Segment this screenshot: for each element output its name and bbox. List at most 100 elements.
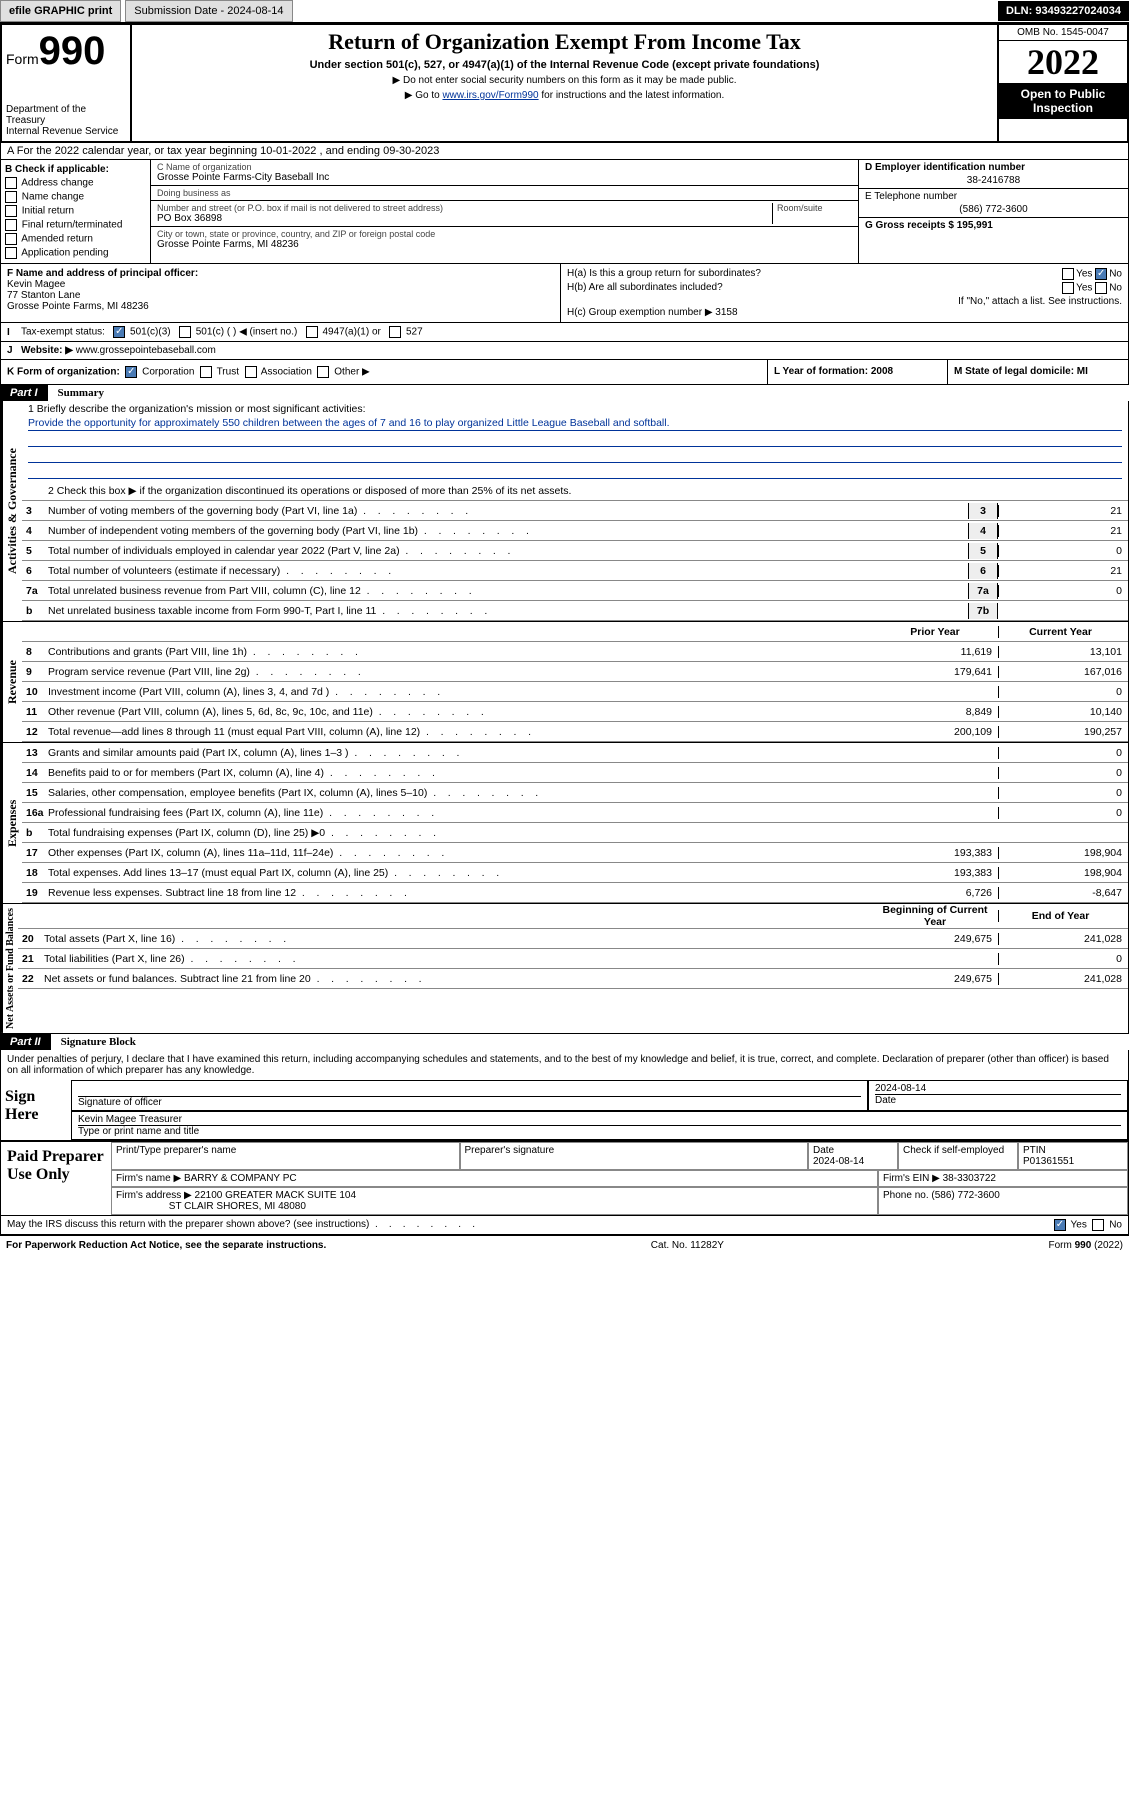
firm-ein-label: Firm's EIN ▶ bbox=[883, 1173, 940, 1184]
footer-right: Form 990 (2022) bbox=[1049, 1240, 1123, 1251]
officer-label: F Name and address of principal officer: bbox=[7, 268, 198, 279]
table-row: 14Benefits paid to or for members (Part … bbox=[22, 763, 1128, 783]
prep-sig-label: Preparer's signature bbox=[465, 1145, 555, 1156]
ha-no-check bbox=[1095, 268, 1107, 280]
sig-officer-label: Signature of officer bbox=[78, 1097, 162, 1108]
501c3-check bbox=[113, 326, 125, 338]
dln: DLN: 93493227024034 bbox=[998, 1, 1129, 21]
vert-governance: Activities & Governance bbox=[1, 401, 22, 621]
efile-label[interactable]: efile GRAPHIC print bbox=[0, 0, 121, 22]
declaration: Under penalties of perjury, I declare th… bbox=[1, 1050, 1128, 1080]
part2-num: Part II bbox=[0, 1034, 51, 1050]
note-link: ▶ Go to www.irs.gov/Form990 for instruct… bbox=[136, 90, 993, 101]
ein: 38-2416788 bbox=[865, 175, 1122, 186]
col-beg: Beginning of Current Year bbox=[878, 904, 998, 928]
col-de: D Employer identification number 38-24167… bbox=[858, 160, 1128, 263]
officer-addr2: Grosse Pointe Farms, MI 48236 bbox=[7, 301, 149, 312]
firm-addr2: ST CLAIR SHORES, MI 48080 bbox=[169, 1201, 306, 1212]
form-word: Form bbox=[6, 51, 39, 67]
part1-num: Part I bbox=[0, 385, 48, 401]
paid-preparer: Paid Preparer Use Only Print/Type prepar… bbox=[0, 1141, 1129, 1216]
opt-app-pending[interactable]: Application pending bbox=[5, 247, 146, 259]
note-ssn: ▶ Do not enter social security numbers o… bbox=[136, 75, 993, 86]
col-f: F Name and address of principal officer:… bbox=[1, 264, 561, 322]
signature-block: Under penalties of perjury, I declare th… bbox=[0, 1050, 1129, 1141]
hb-label: H(b) Are all subordinates included? bbox=[567, 282, 723, 294]
org-name-label: C Name of organization bbox=[157, 162, 852, 172]
table-row: 15Salaries, other compensation, employee… bbox=[22, 783, 1128, 803]
vert-revenue: Revenue bbox=[1, 622, 22, 742]
expenses-block: Expenses 13Grants and similar amounts pa… bbox=[0, 743, 1129, 904]
page-footer: For Paperwork Reduction Act Notice, see … bbox=[0, 1235, 1129, 1255]
table-row: 8Contributions and grants (Part VIII, li… bbox=[22, 642, 1128, 662]
table-row: 3Number of voting members of the governi… bbox=[22, 501, 1128, 521]
may-irs-row: May the IRS discuss this return with the… bbox=[0, 1216, 1129, 1235]
firm-phone-label: Phone no. bbox=[883, 1190, 929, 1201]
ptin: P01361551 bbox=[1023, 1156, 1074, 1167]
ha-label: H(a) Is this a group return for subordin… bbox=[567, 268, 761, 280]
mission-block: 1 Briefly describe the organization's mi… bbox=[22, 401, 1128, 481]
ein-label: D Employer identification number bbox=[865, 162, 1025, 173]
col-b: B Check if applicable: Address change Na… bbox=[1, 160, 151, 263]
table-row: 22Net assets or fund balances. Subtract … bbox=[18, 969, 1128, 989]
form-title: Return of Organization Exempt From Incom… bbox=[136, 29, 993, 55]
omb-number: OMB No. 1545-0047 bbox=[999, 25, 1127, 41]
col-c: C Name of organizationGrosse Pointe Farm… bbox=[151, 160, 858, 263]
name-title-label: Type or print name and title bbox=[78, 1126, 199, 1137]
org-name: Grosse Pointe Farms-City Baseball Inc bbox=[157, 172, 852, 183]
paid-header: Paid Preparer Use Only bbox=[1, 1142, 111, 1215]
gross-receipts: G Gross receipts $ 195,991 bbox=[865, 220, 993, 231]
q1-label: 1 Briefly describe the organization's mi… bbox=[28, 403, 1122, 415]
col-prior: Prior Year bbox=[878, 626, 998, 638]
sign-here: Sign Here bbox=[1, 1080, 71, 1140]
firm-ein: 38-3303722 bbox=[943, 1173, 996, 1184]
table-row: 20Total assets (Part X, line 16)249,6752… bbox=[18, 929, 1128, 949]
table-row: 18Total expenses. Add lines 13–17 (must … bbox=[22, 863, 1128, 883]
opt-address-change[interactable]: Address change bbox=[5, 177, 146, 189]
prep-date: 2024-08-14 bbox=[813, 1156, 864, 1167]
prep-date-label: Date bbox=[813, 1145, 834, 1156]
hb-note: If "No," attach a list. See instructions… bbox=[567, 296, 1122, 307]
phone-label: E Telephone number bbox=[865, 191, 957, 202]
opt-final-return[interactable]: Final return/terminated bbox=[5, 219, 146, 231]
form-org-label: K Form of organization: bbox=[7, 367, 120, 378]
open-inspection: Open to Public Inspection bbox=[999, 83, 1127, 119]
self-emp-label: Check if self-employed bbox=[903, 1145, 1004, 1156]
street-label: Number and street (or P.O. box if mail i… bbox=[157, 203, 772, 213]
sig-date-label: Date bbox=[875, 1095, 896, 1106]
vert-net: Net Assets or Fund Balances bbox=[1, 904, 18, 1033]
opt-name-change[interactable]: Name change bbox=[5, 191, 146, 203]
row-j: J Website: ▶ www.grossepointebaseball.co… bbox=[0, 342, 1129, 360]
governance-block: Activities & Governance 1 Briefly descri… bbox=[0, 401, 1129, 622]
part1-title: Summary bbox=[48, 385, 1129, 401]
table-row: 19Revenue less expenses. Subtract line 1… bbox=[22, 883, 1128, 903]
col-b-header: B Check if applicable: bbox=[5, 164, 146, 175]
top-bar: efile GRAPHIC print Submission Date - 20… bbox=[0, 0, 1129, 23]
table-row: 10Investment income (Part VIII, column (… bbox=[22, 682, 1128, 702]
corp-check bbox=[125, 366, 137, 378]
dba-label: Doing business as bbox=[157, 188, 852, 198]
col-h: H(a) Is this a group return for subordin… bbox=[561, 264, 1128, 322]
table-row: 4Number of independent voting members of… bbox=[22, 521, 1128, 541]
section-fh: F Name and address of principal officer:… bbox=[0, 264, 1129, 323]
line-a: A For the 2022 calendar year, or tax yea… bbox=[0, 143, 1129, 160]
irs-link[interactable]: www.irs.gov/Form990 bbox=[442, 90, 538, 101]
year-formation: L Year of formation: 2008 bbox=[774, 366, 893, 377]
dept-treasury: Department of the Treasury Internal Reve… bbox=[6, 104, 126, 137]
ptin-label: PTIN bbox=[1023, 1145, 1046, 1156]
row-klm: K Form of organization: Corporation Trus… bbox=[0, 360, 1129, 385]
firm-phone: (586) 772-3600 bbox=[931, 1190, 999, 1201]
table-row: 16aProfessional fundraising fees (Part I… bbox=[22, 803, 1128, 823]
table-row: 5Total number of individuals employed in… bbox=[22, 541, 1128, 561]
revenue-block: Revenue Prior YearCurrent Year 8Contribu… bbox=[0, 622, 1129, 743]
firm-name-label: Firm's name ▶ bbox=[116, 1173, 181, 1184]
firm-addr-label: Firm's address ▶ bbox=[116, 1190, 192, 1201]
tax-year: 2022 bbox=[999, 41, 1127, 83]
opt-amended[interactable]: Amended return bbox=[5, 233, 146, 245]
opt-initial-return[interactable]: Initial return bbox=[5, 205, 146, 217]
part2-header: Part II Signature Block bbox=[0, 1034, 1129, 1050]
officer-addr1: 77 Stanton Lane bbox=[7, 290, 80, 301]
table-row: 13Grants and similar amounts paid (Part … bbox=[22, 743, 1128, 763]
website: www.grossepointebaseball.com bbox=[76, 345, 216, 356]
q2: 2 Check this box ▶ if the organization d… bbox=[48, 485, 1128, 497]
